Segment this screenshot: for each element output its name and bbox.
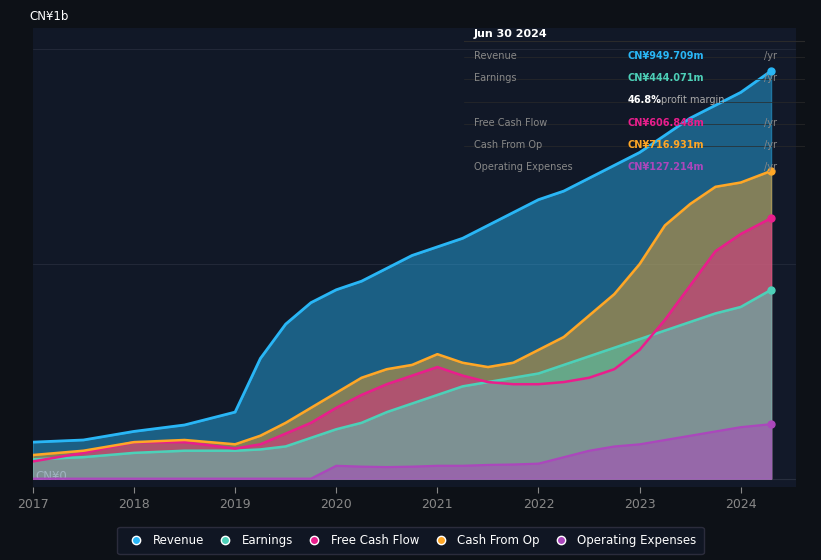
Text: CN¥606.848m: CN¥606.848m [627, 118, 704, 128]
Text: Free Cash Flow: Free Cash Flow [474, 118, 548, 128]
Text: profit margin: profit margin [662, 95, 725, 105]
Text: Operating Expenses: Operating Expenses [474, 162, 573, 172]
Legend: Revenue, Earnings, Free Cash Flow, Cash From Op, Operating Expenses: Revenue, Earnings, Free Cash Flow, Cash … [117, 527, 704, 554]
Text: Jun 30 2024: Jun 30 2024 [474, 29, 548, 39]
Text: CN¥127.214m: CN¥127.214m [627, 162, 704, 172]
Text: Revenue: Revenue [474, 51, 517, 60]
Text: Cash From Op: Cash From Op [474, 140, 543, 150]
Text: /yr: /yr [764, 162, 777, 172]
Text: CN¥716.931m: CN¥716.931m [627, 140, 704, 150]
Text: 46.8%: 46.8% [627, 95, 661, 105]
Text: /yr: /yr [764, 73, 777, 83]
Text: CN¥0: CN¥0 [35, 470, 67, 483]
Text: CN¥1b: CN¥1b [29, 11, 68, 24]
Text: /yr: /yr [764, 118, 777, 128]
Text: Earnings: Earnings [474, 73, 516, 83]
Text: CN¥949.709m: CN¥949.709m [627, 51, 704, 60]
Bar [640, 28, 796, 487]
Text: CN¥444.071m: CN¥444.071m [627, 73, 704, 83]
Text: /yr: /yr [764, 51, 777, 60]
Text: /yr: /yr [764, 140, 777, 150]
